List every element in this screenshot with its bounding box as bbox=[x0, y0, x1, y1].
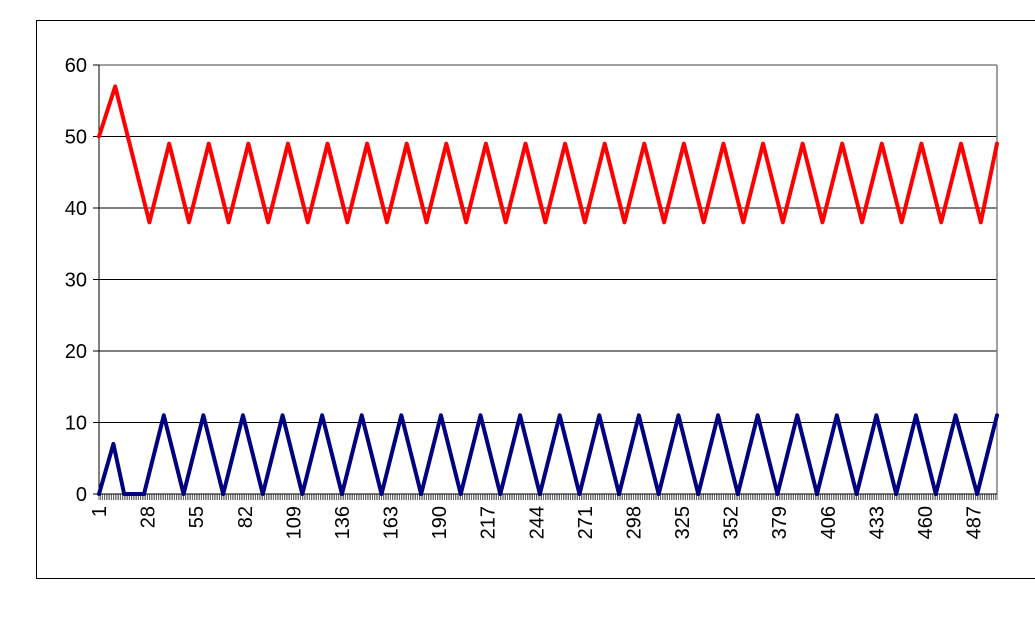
x-tick-label: 163 bbox=[381, 506, 403, 539]
y-tick-label: 20 bbox=[65, 341, 87, 363]
x-tick-label: 379 bbox=[769, 506, 791, 539]
x-tick-label: 55 bbox=[186, 506, 208, 528]
y-tick-label: 10 bbox=[65, 413, 87, 435]
x-tick-label: 109 bbox=[283, 506, 305, 539]
x-tick-label: 217 bbox=[478, 506, 500, 539]
x-tick-label: 28 bbox=[138, 506, 160, 528]
x-tick-label: 136 bbox=[332, 506, 354, 539]
y-tick-label: 40 bbox=[65, 198, 87, 220]
x-minor-ticks bbox=[98, 494, 998, 500]
x-tick-label: 298 bbox=[623, 506, 645, 539]
x-tick-label: 406 bbox=[818, 506, 840, 539]
x-tick-label: 1 bbox=[89, 506, 111, 517]
y-tick-label: 60 bbox=[65, 55, 87, 77]
chart-frame: 0 10 20 30 40 50 60 1 28 55 82 109 136 163 190 217 244 27… bbox=[36, 20, 1035, 579]
x-tick-label: 325 bbox=[672, 506, 694, 539]
x-tick-label: 460 bbox=[915, 506, 937, 539]
x-tick-label: 82 bbox=[235, 506, 257, 528]
x-tick-label: 487 bbox=[964, 506, 986, 539]
y-tick-label: 0 bbox=[76, 484, 87, 506]
x-tick-label: 352 bbox=[721, 506, 743, 539]
x-tick-label: 190 bbox=[429, 506, 451, 539]
series-line-1 bbox=[97, 84, 999, 225]
series-line-2 bbox=[97, 413, 999, 496]
y-tick-label: 50 bbox=[65, 127, 87, 149]
y-tick-label: 30 bbox=[65, 270, 87, 292]
x-tick-label: 244 bbox=[526, 506, 548, 539]
x-tick-label: 271 bbox=[575, 506, 597, 539]
line-chart: 0 10 20 30 40 50 60 1 28 55 82 109 136 163 190 217 244 27… bbox=[65, 55, 999, 539]
x-tick-label: 433 bbox=[866, 506, 888, 539]
